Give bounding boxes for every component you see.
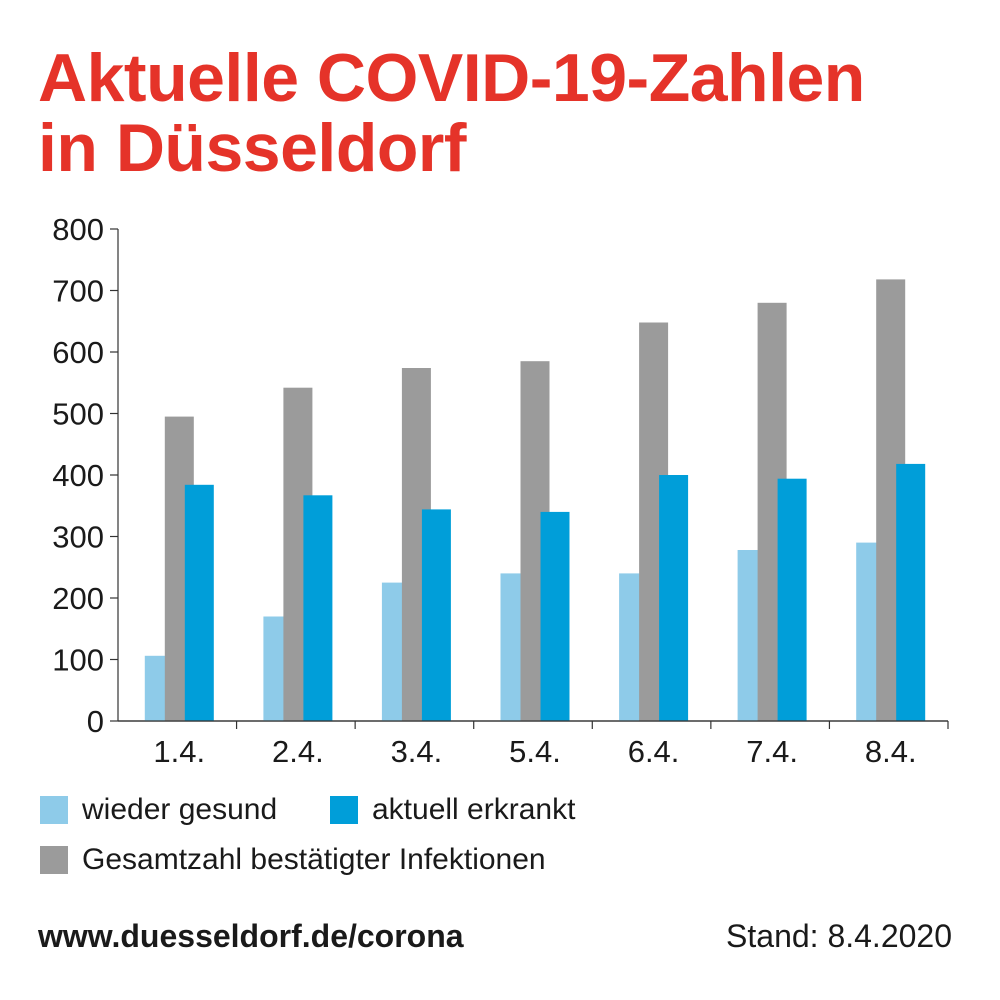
- y-tick-label: 300: [52, 520, 104, 555]
- legend-label-aktuell-erkrankt: aktuell erkrankt: [372, 793, 576, 826]
- bar-aktuell-erkrankt-3: [540, 511, 570, 721]
- bar-chart: 0 100 200 300 400 500 600 700 800 1.4. 2.4. 3.4. 5.4…: [52, 212, 949, 769]
- y-tick-label: 400: [52, 458, 104, 493]
- title-line-2: in Düsseldorf: [38, 110, 466, 186]
- bar-aktuell-erkrankt-1: [303, 495, 333, 721]
- x-tick-label: 6.4.: [628, 734, 680, 769]
- bar-aktuell-erkrankt-4: [659, 475, 689, 721]
- title-line-1: Aktuelle COVID-19-Zahlen: [38, 40, 865, 116]
- legend-label-wieder-gesund: wieder gesund: [82, 793, 278, 826]
- x-tick-label: 8.4.: [865, 734, 917, 769]
- y-tick-label: 700: [52, 274, 104, 309]
- legend-item-gesamtzahl: Gesamtzahl bestätigter Infektionen: [40, 842, 546, 878]
- legend-label-gesamtzahl: Gesamtzahl bestätigter Infektionen: [82, 843, 546, 876]
- page-title: Aktuelle COVID-19-Zahlen in Düsseldorf: [38, 44, 865, 182]
- y-tick-label: 500: [52, 397, 104, 432]
- y-tick-label: 200: [52, 581, 104, 616]
- y-tick-label: 600: [52, 335, 104, 370]
- date-stamp: Stand: 8.4.2020: [726, 918, 952, 954]
- legend-item-wieder-gesund: wieder gesund: [40, 792, 277, 828]
- x-tick-label: 5.4.: [509, 734, 561, 769]
- x-tick-label: 3.4.: [391, 734, 443, 769]
- source-url: www.duesseldorf.de/corona: [38, 918, 464, 954]
- legend-swatch-wieder-gesund: [40, 796, 68, 824]
- x-tick-label: 2.4.: [272, 734, 324, 769]
- x-tick-label: 7.4.: [746, 734, 798, 769]
- bar-aktuell-erkrankt-5: [777, 478, 807, 721]
- y-tick-label: 0: [87, 704, 104, 739]
- legend-item-aktuell-erkrankt: aktuell erkrankt: [330, 792, 575, 828]
- bar-aktuell-erkrankt-6: [896, 463, 926, 721]
- y-tick-label: 800: [52, 212, 104, 247]
- legend-swatch-aktuell-erkrankt: [330, 796, 358, 824]
- x-tick-label: 1.4.: [153, 734, 205, 769]
- bar-aktuell-erkrankt-0: [184, 484, 214, 721]
- bar-aktuell-erkrankt-2: [421, 509, 451, 721]
- y-tick-label: 100: [52, 643, 104, 678]
- legend-swatch-gesamtzahl: [40, 846, 68, 874]
